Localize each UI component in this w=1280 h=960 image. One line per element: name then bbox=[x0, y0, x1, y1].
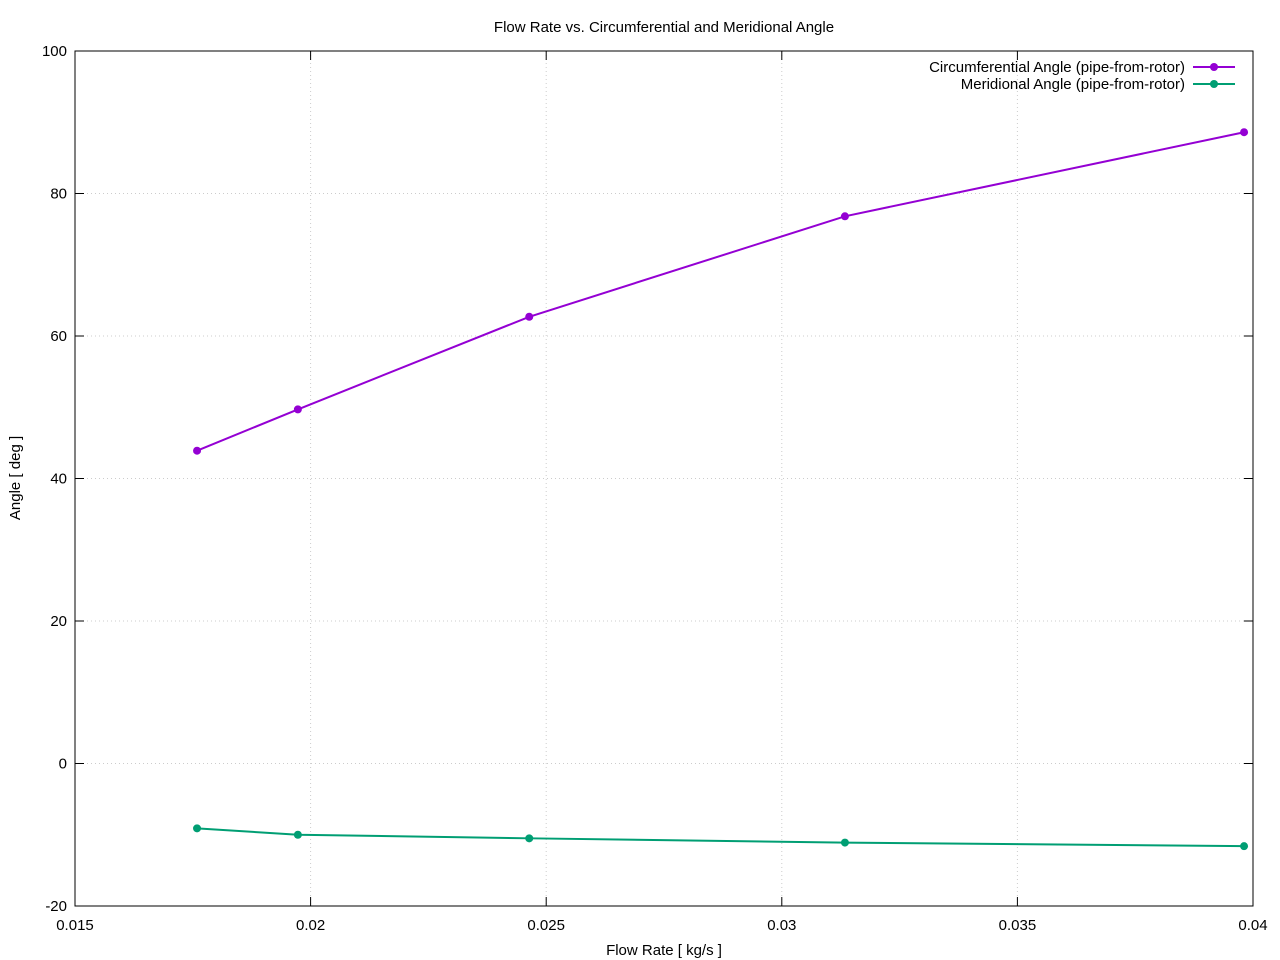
data-point bbox=[525, 312, 534, 321]
y-tick-label: 80 bbox=[50, 186, 67, 203]
legend-label: Meridional Angle (pipe-from-rotor) bbox=[961, 76, 1185, 93]
y-tick-label: 0 bbox=[59, 756, 67, 773]
y-tick-label: 20 bbox=[50, 613, 67, 630]
data-point bbox=[1240, 128, 1249, 137]
y-tick-label: -20 bbox=[45, 898, 67, 915]
x-tick-label: 0.015 bbox=[56, 917, 94, 934]
data-point bbox=[1240, 842, 1249, 851]
legend-label: Circumferential Angle (pipe-from-rotor) bbox=[929, 59, 1185, 76]
series-line bbox=[196, 131, 1245, 452]
data-point bbox=[293, 405, 302, 414]
y-tick-label: 100 bbox=[42, 43, 67, 60]
data-point bbox=[525, 834, 534, 843]
x-tick-label: 0.04 bbox=[1238, 917, 1267, 934]
chart-title: Flow Rate vs. Circumferential and Meridi… bbox=[494, 19, 834, 36]
x-axis-label: Flow Rate [ kg/s ] bbox=[606, 942, 722, 959]
data-point bbox=[840, 212, 849, 221]
y-tick-label: 60 bbox=[50, 328, 67, 345]
x-tick-label: 0.035 bbox=[999, 917, 1037, 934]
data-point bbox=[840, 838, 849, 847]
x-tick-label: 0.03 bbox=[767, 917, 796, 934]
x-tick-label: 0.02 bbox=[296, 917, 325, 934]
x-tick-label: 0.025 bbox=[527, 917, 565, 934]
legend-marker bbox=[1210, 63, 1218, 71]
data-point bbox=[293, 830, 302, 839]
data-point bbox=[193, 824, 202, 833]
y-tick-label: 40 bbox=[50, 471, 67, 488]
plot-border bbox=[74, 50, 1254, 907]
y-axis-label: Angle [ deg ] bbox=[7, 436, 24, 520]
series-line bbox=[196, 827, 1245, 848]
data-point bbox=[193, 446, 202, 455]
legend-marker bbox=[1210, 80, 1218, 88]
